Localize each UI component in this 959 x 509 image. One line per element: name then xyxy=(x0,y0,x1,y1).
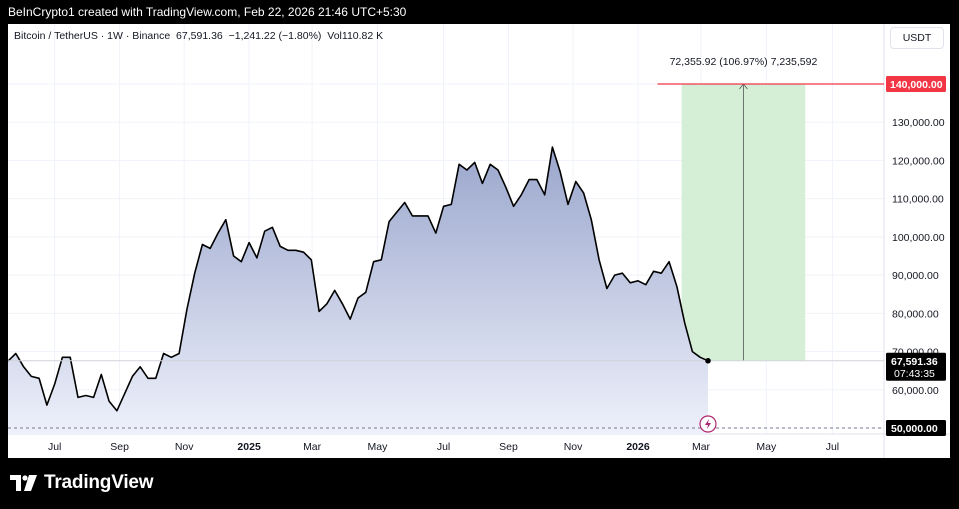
price-tags: 140,000.00 67,591.36 07:43:35 50,000.00 xyxy=(886,76,946,436)
footer: TradingView xyxy=(0,458,959,509)
watermark-text: BeInCrypto1 created with TradingView.com… xyxy=(8,5,407,19)
last-price: 67,591.36 xyxy=(176,30,223,42)
time-tick-label: Mar xyxy=(303,441,322,453)
currency-button[interactable]: USDT xyxy=(890,27,944,49)
countdown-label: 07:43:35 xyxy=(894,368,935,380)
chart-panel[interactable]: 72,355.92 (106.97%) 7,235,592 130,000.00… xyxy=(8,24,950,458)
price-tick-label: 120,000.00 xyxy=(892,155,945,167)
tradingview-logo[interactable]: TradingView xyxy=(10,472,154,494)
current-price-tag xyxy=(886,352,946,381)
time-tick-label: Nov xyxy=(175,441,194,453)
time-axis[interactable]: Jul Sep Nov 2025 Mar May Jul Sep Nov 2026 Mar May Ju… xyxy=(48,441,839,453)
time-tick-label: 2025 xyxy=(237,441,261,453)
price-change: −1,241.22 (−1.80%) xyxy=(228,30,322,42)
target-price-tag xyxy=(886,76,946,92)
current-price-label: 67,591.36 xyxy=(891,356,938,368)
time-tick-label: May xyxy=(756,441,777,453)
time-tick-label: Jul xyxy=(826,441,839,453)
volume-value: Vol110.82 K xyxy=(327,30,384,42)
price-tick-label: 90,000.00 xyxy=(892,270,939,282)
time-tick-label: 2026 xyxy=(626,441,650,453)
time-tick-label: Mar xyxy=(692,441,711,453)
brand-name: TradingView xyxy=(44,472,154,493)
target-price-label: 140,000.00 xyxy=(890,79,943,91)
price-chart[interactable]: 72,355.92 (106.97%) 7,235,592 130,000.00… xyxy=(8,24,950,458)
symbol-name[interactable]: Bitcoin / TetherUS · 1W · Binance xyxy=(14,30,171,42)
time-tick-label: May xyxy=(368,441,389,453)
price-area xyxy=(8,147,708,434)
time-tick-label: Jul xyxy=(437,441,450,453)
symbol-legend[interactable]: Bitcoin / TetherUS · 1W · Binance 67,591… xyxy=(14,30,383,42)
projection-label: 72,355.92 (106.97%) 7,235,592 xyxy=(670,56,818,68)
price-tick-label: 130,000.00 xyxy=(892,117,945,129)
time-tick-label: Sep xyxy=(110,441,129,453)
price-tick-label: 60,000.00 xyxy=(892,385,939,397)
price-tick-label: 100,000.00 xyxy=(892,232,945,244)
time-tick-label: Jul xyxy=(48,441,61,453)
lightning-icon[interactable] xyxy=(699,415,717,433)
price-axis[interactable]: 130,000.00 120,000.00 110,000.00 100,000.00… xyxy=(892,117,945,397)
time-tick-label: Sep xyxy=(499,441,518,453)
last-price-dot xyxy=(705,357,711,364)
tradingview-logo-icon xyxy=(10,475,37,491)
support-price-label: 50,000.00 xyxy=(891,423,938,435)
time-tick-label: Nov xyxy=(564,441,583,453)
price-line xyxy=(8,146,709,412)
support-price-tag xyxy=(886,420,946,436)
price-tick-label: 110,000.00 xyxy=(892,194,944,206)
price-tick-label: 80,000.00 xyxy=(892,308,939,320)
